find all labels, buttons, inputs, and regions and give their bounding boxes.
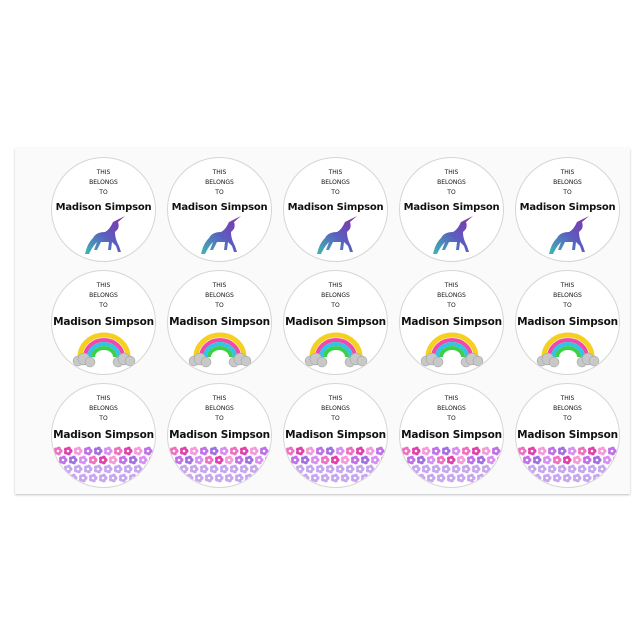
sticker: THIS BELONGS TO Madison Simpson xyxy=(51,157,156,262)
belongs-label: BELONGS xyxy=(89,292,118,299)
unicorn-icon xyxy=(311,216,361,260)
belongs-label: BELONGS xyxy=(205,405,234,412)
this-label: THIS xyxy=(96,282,111,289)
this-label: THIS xyxy=(96,395,111,402)
flowers-icon xyxy=(168,446,271,487)
this-label: THIS xyxy=(212,282,227,289)
rainbow-icon xyxy=(304,329,368,373)
belongs-label: BELONGS xyxy=(437,179,466,186)
sticker: THIS BELONGS TO Madison Simpson xyxy=(399,270,504,375)
to-label: TO xyxy=(447,415,456,422)
sticker: THIS BELONGS TO Madison Simpson xyxy=(515,270,620,375)
to-label: TO xyxy=(563,189,572,196)
owner-name: Madison Simpson xyxy=(401,316,502,328)
this-label: THIS xyxy=(444,282,459,289)
flowers-icon xyxy=(516,446,619,487)
this-label: THIS xyxy=(96,169,111,176)
rainbow-icon xyxy=(72,329,136,373)
belongs-label: BELONGS xyxy=(437,405,466,412)
unicorn-icon xyxy=(195,216,245,260)
to-label: TO xyxy=(331,302,340,309)
belongs-label: BELONGS xyxy=(321,179,350,186)
owner-name: Madison Simpson xyxy=(519,202,616,213)
sticker: THIS BELONGS TO Madison Simpson xyxy=(399,157,504,262)
rainbow-icon xyxy=(188,329,252,373)
owner-name: Madison Simpson xyxy=(53,316,154,328)
to-label: TO xyxy=(99,189,108,196)
owner-name: Madison Simpson xyxy=(401,429,502,441)
this-label: THIS xyxy=(328,395,343,402)
to-label: TO xyxy=(331,189,340,196)
belongs-label: BELONGS xyxy=(89,179,118,186)
to-label: TO xyxy=(563,302,572,309)
this-label: THIS xyxy=(560,282,575,289)
to-label: TO xyxy=(215,189,224,196)
to-label: TO xyxy=(99,302,108,309)
belongs-label: BELONGS xyxy=(437,292,466,299)
owner-name: Madison Simpson xyxy=(169,316,270,328)
owner-name: Madison Simpson xyxy=(287,202,384,213)
owner-name: Madison Simpson xyxy=(517,429,618,441)
sticker-sheet: THIS BELONGS TO Madison Simpson THIS BEL… xyxy=(15,148,630,494)
this-label: THIS xyxy=(560,395,575,402)
belongs-label: BELONGS xyxy=(321,292,350,299)
owner-name: Madison Simpson xyxy=(169,429,270,441)
sticker: THIS BELONGS TO Madison Simpson xyxy=(167,157,272,262)
owner-name: Madison Simpson xyxy=(403,202,500,213)
owner-name: Madison Simpson xyxy=(285,429,386,441)
owner-name: Madison Simpson xyxy=(55,202,152,213)
sticker: THIS BELONGS TO Madison Simpson xyxy=(283,270,388,375)
unicorn-icon xyxy=(427,216,477,260)
sticker: THIS BELONGS TO Madison Simpson xyxy=(51,383,156,488)
sticker: THIS BELONGS TO Madison Simpson xyxy=(167,270,272,375)
sticker: THIS BELONGS TO Madison Simpson xyxy=(283,157,388,262)
owner-name: Madison Simpson xyxy=(171,202,268,213)
flowers-icon xyxy=(400,446,503,487)
to-label: TO xyxy=(447,189,456,196)
to-label: TO xyxy=(447,302,456,309)
sticker: THIS BELONGS TO Madison Simpson xyxy=(51,270,156,375)
unicorn-icon xyxy=(543,216,593,260)
this-label: THIS xyxy=(444,395,459,402)
belongs-label: BELONGS xyxy=(553,179,582,186)
to-label: TO xyxy=(99,415,108,422)
belongs-label: BELONGS xyxy=(553,405,582,412)
owner-name: Madison Simpson xyxy=(285,316,386,328)
flowers-icon xyxy=(284,446,387,487)
this-label: THIS xyxy=(328,282,343,289)
sticker: THIS BELONGS TO Madison Simpson xyxy=(515,157,620,262)
to-label: TO xyxy=(563,415,572,422)
sticker: THIS BELONGS TO Madison Simpson xyxy=(515,383,620,488)
belongs-label: BELONGS xyxy=(89,405,118,412)
flowers-icon xyxy=(52,446,155,487)
rainbow-icon xyxy=(420,329,484,373)
owner-name: Madison Simpson xyxy=(517,316,618,328)
to-label: TO xyxy=(331,415,340,422)
owner-name: Madison Simpson xyxy=(53,429,154,441)
sticker: THIS BELONGS TO Madison Simpson xyxy=(283,383,388,488)
sticker: THIS BELONGS TO Madison Simpson xyxy=(167,383,272,488)
belongs-label: BELONGS xyxy=(205,179,234,186)
rainbow-icon xyxy=(536,329,600,373)
to-label: TO xyxy=(215,415,224,422)
belongs-label: BELONGS xyxy=(205,292,234,299)
this-label: THIS xyxy=(212,169,227,176)
this-label: THIS xyxy=(444,169,459,176)
to-label: TO xyxy=(215,302,224,309)
sticker: THIS BELONGS TO Madison Simpson xyxy=(399,383,504,488)
unicorn-icon xyxy=(79,216,129,260)
belongs-label: BELONGS xyxy=(553,292,582,299)
this-label: THIS xyxy=(560,169,575,176)
this-label: THIS xyxy=(212,395,227,402)
this-label: THIS xyxy=(328,169,343,176)
belongs-label: BELONGS xyxy=(321,405,350,412)
